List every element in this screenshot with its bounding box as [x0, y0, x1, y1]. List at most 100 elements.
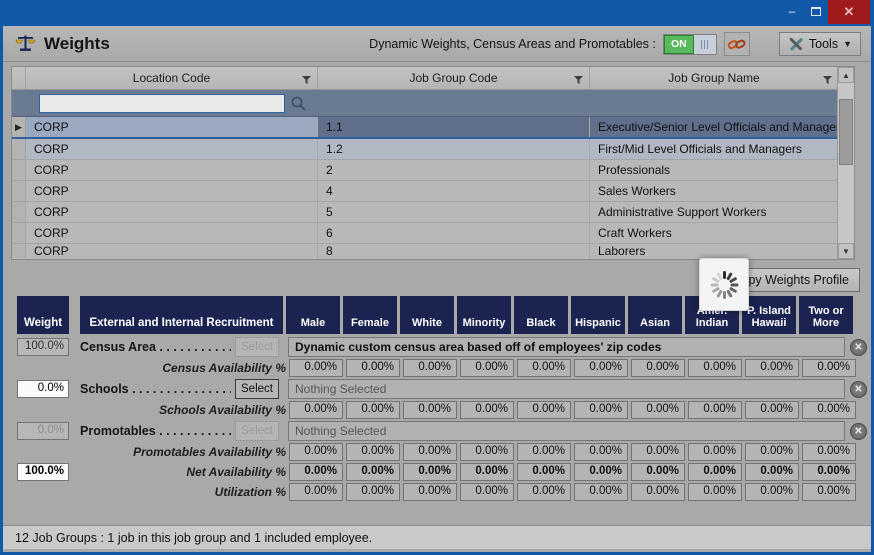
- search-input[interactable]: [39, 93, 285, 113]
- cell-location[interactable]: CORP: [26, 181, 318, 201]
- table-row-selected[interactable]: ▶ CORP 1.1 Executive/Senior Level Offici…: [12, 117, 854, 139]
- cell-name[interactable]: Craft Workers: [590, 223, 839, 243]
- table-row[interactable]: CORP 2 Professionals: [12, 160, 854, 181]
- pct-cell[interactable]: 0.00%: [517, 401, 571, 419]
- pct-cell[interactable]: 0.00%: [745, 359, 799, 377]
- table-row[interactable]: CORP 1.2 First/Mid Level Officials and M…: [12, 139, 854, 160]
- weight-column-header: Weight: [17, 296, 69, 334]
- pct-cell[interactable]: 0.00%: [289, 359, 343, 377]
- pct-cell: 0.00%: [346, 483, 400, 501]
- census-weight-field: 100.0%: [17, 338, 69, 356]
- pct-cell[interactable]: 0.00%: [289, 401, 343, 419]
- pct-cell[interactable]: 0.00%: [745, 443, 799, 461]
- cell-name[interactable]: Professionals: [590, 160, 839, 180]
- cell-code[interactable]: 6: [318, 223, 590, 243]
- pct-cell[interactable]: 0.00%: [631, 359, 685, 377]
- column-header-job-group-code[interactable]: Job Group Code: [318, 67, 590, 89]
- pct-cell[interactable]: 0.00%: [403, 443, 457, 461]
- pct-cell[interactable]: 0.00%: [802, 443, 856, 461]
- cell-location[interactable]: CORP: [26, 160, 318, 180]
- pct-cell[interactable]: 0.00%: [517, 359, 571, 377]
- scroll-down-icon[interactable]: ▼: [838, 243, 854, 259]
- cell-location[interactable]: CORP: [26, 244, 318, 258]
- cell-code[interactable]: 1.2: [318, 139, 590, 159]
- column-header-location-code[interactable]: Location Code: [26, 67, 318, 89]
- census-availability-label: Census Availability %: [162, 361, 286, 375]
- close-button[interactable]: ✕: [828, 0, 870, 24]
- table-row[interactable]: CORP 5 Administrative Support Workers: [12, 202, 854, 223]
- pct-cell[interactable]: 0.00%: [631, 443, 685, 461]
- pct-cell[interactable]: 0.00%: [574, 401, 628, 419]
- loading-spinner-icon: [708, 269, 740, 301]
- column-header-job-group-name[interactable]: Job Group Name: [590, 67, 839, 89]
- promotables-availability-row: Promotables Availability % 0.00% 0.00% 0…: [3, 443, 871, 461]
- table-row[interactable]: CORP 6 Craft Workers: [12, 223, 854, 244]
- pct-cell[interactable]: 0.00%: [688, 443, 742, 461]
- title-bar[interactable]: – ✕: [3, 0, 871, 26]
- table-row[interactable]: CORP 4 Sales Workers: [12, 181, 854, 202]
- pct-cell[interactable]: 0.00%: [574, 443, 628, 461]
- schools-value-field: Nothing Selected: [288, 379, 845, 399]
- schools-select-button[interactable]: Select: [235, 379, 279, 399]
- tools-button[interactable]: Tools ▼: [778, 32, 861, 56]
- filter-funnel-icon[interactable]: [574, 74, 583, 88]
- pct-cell[interactable]: 0.00%: [403, 359, 457, 377]
- vertical-scrollbar[interactable]: ▲ ▼: [837, 67, 854, 259]
- demo-header-minority: Minority: [457, 296, 511, 334]
- cell-code[interactable]: 8: [318, 244, 590, 258]
- pct-cell[interactable]: 0.00%: [460, 443, 514, 461]
- cell-name[interactable]: Laborers: [590, 244, 839, 258]
- cell-code[interactable]: 1.1: [318, 117, 590, 137]
- table-row[interactable]: CORP 8 Laborers: [12, 244, 854, 258]
- scrollbar-thumb[interactable]: [839, 99, 853, 165]
- scroll-up-icon[interactable]: ▲: [838, 67, 854, 83]
- cell-location[interactable]: CORP: [26, 223, 318, 243]
- status-text: 12 Job Groups : 1 job in this job group …: [15, 530, 373, 545]
- schools-clear-icon[interactable]: ✕: [850, 380, 867, 398]
- filter-funnel-icon[interactable]: [302, 74, 311, 88]
- cell-code[interactable]: 5: [318, 202, 590, 222]
- cell-location[interactable]: CORP: [26, 117, 318, 137]
- search-icon[interactable]: [290, 95, 307, 112]
- cell-name[interactable]: Executive/Senior Level Officials and Man…: [590, 117, 839, 137]
- pct-cell[interactable]: 0.00%: [289, 443, 343, 461]
- pct-cell[interactable]: 0.00%: [802, 359, 856, 377]
- promotables-select-button: Select: [235, 421, 279, 441]
- census-select-button: Select: [235, 337, 279, 357]
- filter-funnel-icon[interactable]: [823, 74, 832, 88]
- census-clear-icon[interactable]: ✕: [850, 338, 867, 356]
- cell-name[interactable]: First/Mid Level Officials and Managers: [590, 139, 839, 159]
- dynamic-weights-toggle[interactable]: ON: [662, 33, 717, 55]
- cell-code[interactable]: 2: [318, 160, 590, 180]
- pct-cell[interactable]: 0.00%: [346, 443, 400, 461]
- pct-cell[interactable]: 0.00%: [517, 443, 571, 461]
- demo-header-female: Female: [343, 296, 397, 334]
- maximize-button[interactable]: [804, 0, 828, 22]
- promotables-clear-icon[interactable]: ✕: [850, 422, 867, 440]
- pct-cell[interactable]: 0.00%: [688, 359, 742, 377]
- census-value-field: Dynamic custom census area based off of …: [288, 337, 845, 357]
- schools-label: Schools . . . . . . . . . . . . . . . . …: [80, 382, 231, 396]
- pct-cell[interactable]: 0.00%: [574, 359, 628, 377]
- pct-cell[interactable]: 0.00%: [460, 401, 514, 419]
- cell-name[interactable]: Administrative Support Workers: [590, 202, 839, 222]
- pct-cell[interactable]: 0.00%: [460, 359, 514, 377]
- pct-cell[interactable]: 0.00%: [631, 401, 685, 419]
- pct-cell[interactable]: 0.00%: [346, 359, 400, 377]
- link-button[interactable]: [723, 32, 750, 56]
- cell-location[interactable]: CORP: [26, 139, 318, 159]
- pct-cell[interactable]: 0.00%: [403, 401, 457, 419]
- pct-cell[interactable]: 0.00%: [745, 401, 799, 419]
- minimize-button[interactable]: –: [788, 4, 796, 18]
- schools-weight-field[interactable]: 0.0%: [17, 380, 69, 398]
- pct-cell[interactable]: 0.00%: [802, 401, 856, 419]
- cell-location[interactable]: CORP: [26, 202, 318, 222]
- pct-cell: 0.00%: [631, 483, 685, 501]
- pct-cell[interactable]: 0.00%: [688, 401, 742, 419]
- toggle-grip: [693, 34, 716, 54]
- chain-link-icon: [728, 39, 746, 49]
- pct-cell[interactable]: 0.00%: [346, 401, 400, 419]
- cell-code[interactable]: 4: [318, 181, 590, 201]
- pct-cell: 0.00%: [460, 463, 514, 481]
- cell-name[interactable]: Sales Workers: [590, 181, 839, 201]
